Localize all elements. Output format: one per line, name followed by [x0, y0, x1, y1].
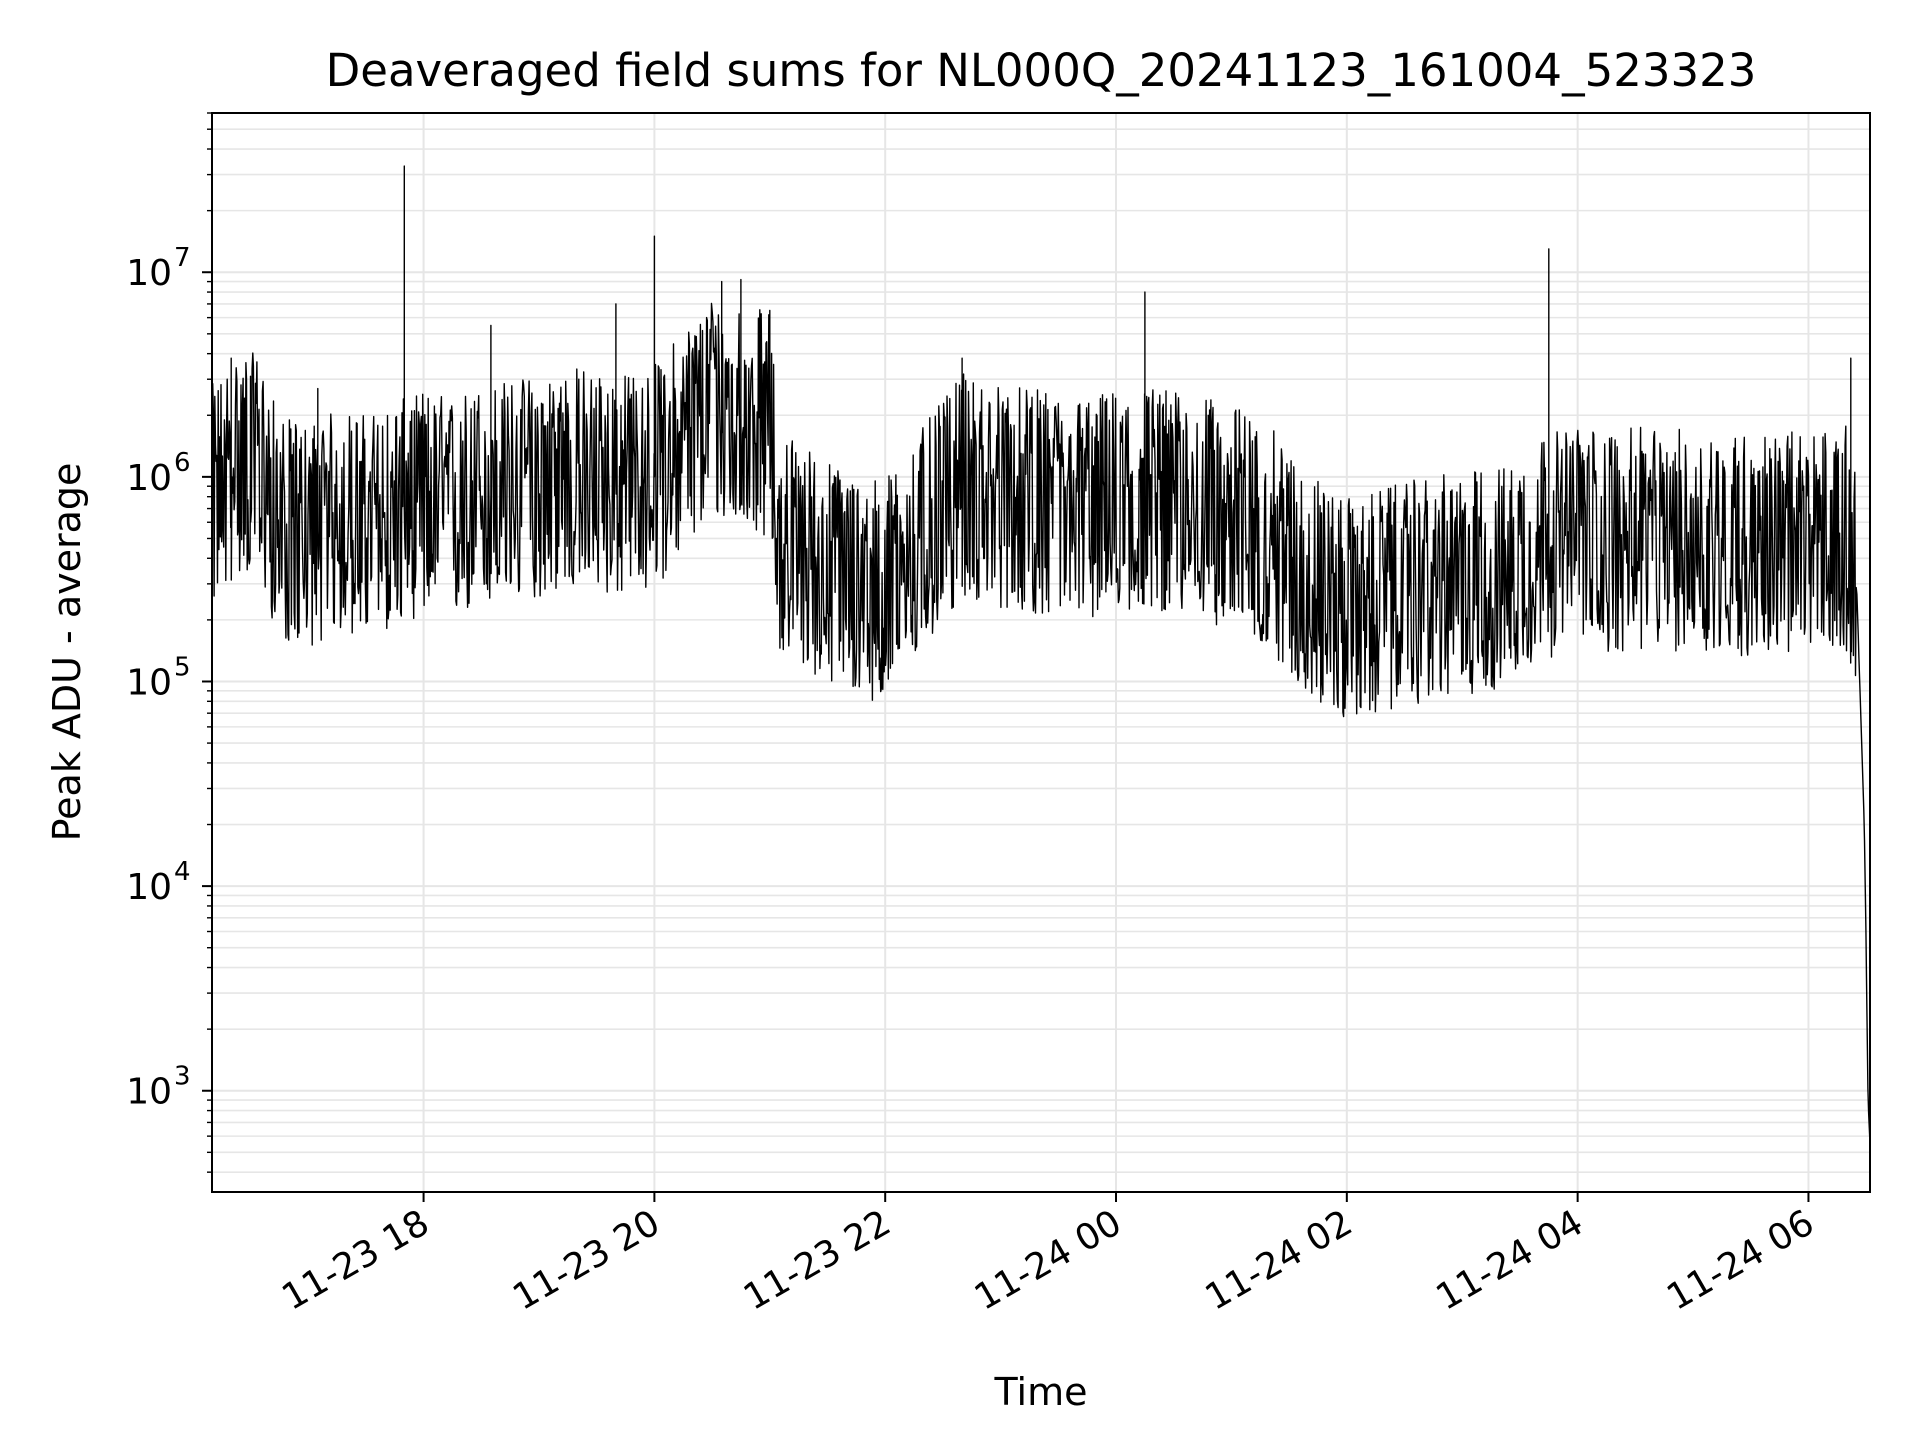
minor-gridlines — [212, 112, 1870, 1173]
y-tick-label: 10 — [126, 867, 172, 908]
y-tick-label: 10 — [126, 253, 172, 294]
y-tick-exponent: 6 — [174, 448, 191, 478]
y-tick-label: 10 — [126, 1072, 172, 1113]
y-axis-label: Peak ADU - average — [45, 463, 89, 842]
y-tick-exponent: 4 — [174, 857, 191, 887]
y-tick-exponent: 5 — [174, 652, 191, 682]
y-tick-label: 10 — [126, 458, 172, 499]
x-axis-label: Time — [994, 1370, 1088, 1414]
y-tick-exponent: 7 — [174, 243, 191, 273]
y-tick-label: 10 — [126, 662, 172, 703]
series-line — [211, 165, 1871, 1144]
plot-frame — [211, 112, 1871, 1193]
y-tick-exponent: 3 — [174, 1062, 191, 1092]
chart-title: Deaveraged field sums for NL000Q_2024112… — [326, 44, 1757, 97]
